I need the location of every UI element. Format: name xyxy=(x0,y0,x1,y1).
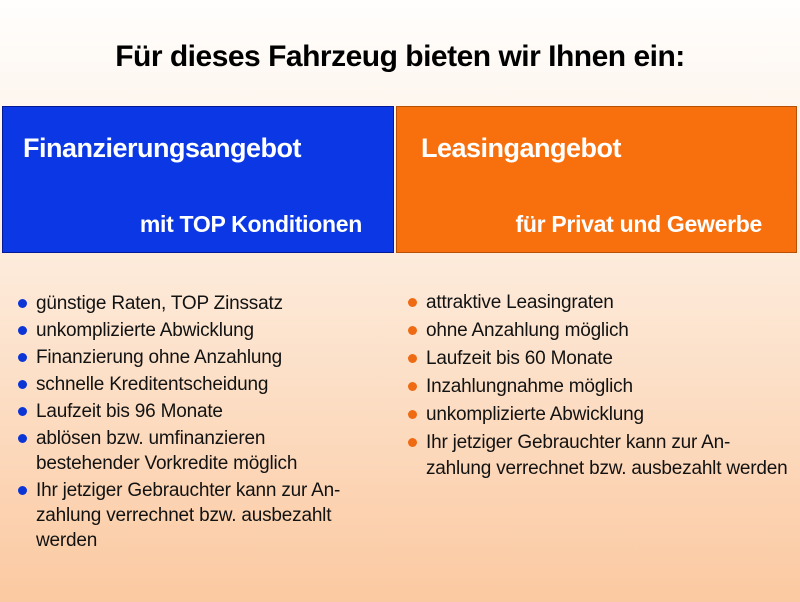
leasing-offer-box: Leasingangebot für Privat und Gewerbe xyxy=(396,106,797,253)
list-item-text: schnelle Kreditentscheidung xyxy=(36,374,269,395)
slide-title: Für dieses Fahrzeug bieten wir Ihnen ein… xyxy=(115,40,685,73)
list-item-text: ablösen bzw. umfinanzieren bestehender V… xyxy=(36,428,298,474)
list-item-text: Ihr jetziger Gebrauchter kann zur An- za… xyxy=(36,480,341,551)
list-item: Laufzeit bis 60 Monate xyxy=(408,346,796,372)
finance-offer-heading: Finanzierungsangebot xyxy=(23,133,302,163)
bullet-icon xyxy=(18,486,27,495)
list-item-text: Inzahlungnahme möglich xyxy=(426,376,633,397)
finance-offer-box: Finanzierungsangebot mit TOP Konditionen xyxy=(2,106,394,253)
list-item: ohne Anzahlung möglich xyxy=(408,318,796,344)
finance-offer-subheading: mit TOP Konditionen xyxy=(139,211,362,237)
list-item-text: günstige Raten, TOP Zinssatz xyxy=(36,293,283,314)
bullet-icon xyxy=(408,438,417,447)
list-item-text: ohne Anzahlung möglich xyxy=(426,320,629,341)
leasing-benefits-list: attraktive Leasingraten ohne Anzahlung mö… xyxy=(408,290,796,484)
list-item: unkomplizierte Abwicklung xyxy=(408,402,796,428)
list-item-text: Finanzierung ohne Anzahlung xyxy=(36,347,283,368)
bullet-icon xyxy=(408,326,417,335)
bullet-icon xyxy=(18,434,27,443)
leasing-offer-subheading: für Privat und Gewerbe xyxy=(515,211,763,237)
list-item-text: attraktive Leasingraten xyxy=(426,292,614,313)
list-item: attraktive Leasingraten xyxy=(408,290,796,316)
bullet-icon xyxy=(18,407,27,416)
bullet-icon xyxy=(408,298,417,307)
leasing-offer-heading: Leasingangebot xyxy=(421,133,622,163)
bullet-icon xyxy=(18,380,27,389)
bullet-icon xyxy=(18,299,27,308)
bullet-icon xyxy=(408,354,417,363)
bullet-icon xyxy=(18,326,27,335)
list-item: ablösen bzw. umfinanzieren bestehender V… xyxy=(18,426,390,476)
list-item: Finanzierung ohne Anzahlung xyxy=(18,345,390,370)
list-item: schnelle Kreditentscheidung xyxy=(18,372,390,397)
list-item: günstige Raten, TOP Zinssatz xyxy=(18,291,390,316)
list-item-text: Laufzeit bis 60 Monate xyxy=(426,348,613,369)
list-item: Ihr jetziger Gebrauchter kann zur An- za… xyxy=(408,430,796,482)
offer-header-row: Finanzierungsangebot mit TOP Konditionen… xyxy=(2,106,797,253)
list-item-text: Laufzeit bis 96 Monate xyxy=(36,401,223,422)
finance-benefits-list: günstige Raten, TOP Zinssatz unkomplizier… xyxy=(18,291,390,555)
list-item-text: Ihr jetziger Gebrauchter kann zur An- za… xyxy=(426,432,788,479)
list-item-text: unkomplizierte Abwicklung xyxy=(426,404,644,425)
list-item: Laufzeit bis 96 Monate xyxy=(18,399,390,424)
bullet-icon xyxy=(18,353,27,362)
bullet-icon xyxy=(408,410,417,419)
list-item: Inzahlungnahme möglich xyxy=(408,374,796,400)
bullet-icon xyxy=(408,382,417,391)
list-item: Ihr jetziger Gebrauchter kann zur An- za… xyxy=(18,478,390,553)
list-item: unkomplizierte Abwicklung xyxy=(18,318,390,343)
list-item-text: unkomplizierte Abwicklung xyxy=(36,320,254,341)
